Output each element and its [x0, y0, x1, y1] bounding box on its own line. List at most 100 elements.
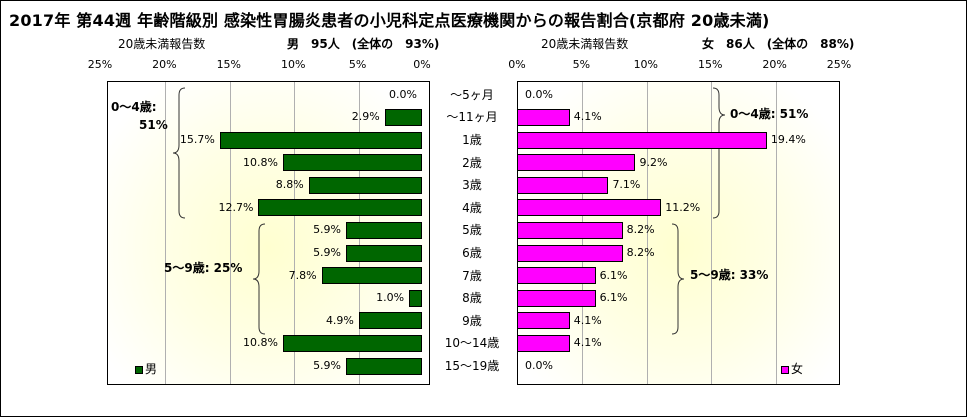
female-0-4-annotation: 0～4歳: 51% — [730, 107, 809, 121]
female-bar — [517, 244, 623, 262]
left-axis-tick: 15% — [216, 58, 242, 71]
male-legend-label: 男 — [145, 362, 158, 376]
category-label: 6歳 — [462, 246, 482, 260]
female-data-label: 6.1% — [599, 268, 628, 282]
left-gridline — [294, 82, 296, 384]
male-bar — [219, 131, 422, 149]
male-data-label: 12.7% — [218, 200, 254, 214]
male-data-label: 1.0% — [376, 291, 405, 305]
male-bar — [346, 244, 422, 262]
left-summary: 男 95人 (全体の 93%) — [287, 37, 440, 51]
right-caption: 20歳未満報告数 — [541, 37, 629, 51]
category-label: 3歳 — [462, 178, 482, 193]
female-data-label: 7.1% — [612, 178, 641, 192]
female-5-9-brace — [671, 223, 685, 335]
male-data-label: 10.8% — [242, 155, 278, 169]
male-data-label: 2.9% — [351, 110, 380, 124]
female-data-label: 4.1% — [573, 110, 602, 124]
left-axis-tick: 0% — [413, 58, 431, 71]
female-data-label: 4.1% — [573, 336, 602, 350]
female-data-label: 19.4% — [770, 133, 806, 146]
category-label: 8歳 — [462, 291, 482, 306]
right-gridline — [711, 82, 713, 384]
male-data-label: 7.8% — [288, 268, 317, 282]
female-legend-swatch — [781, 365, 789, 374]
right-gridline — [646, 82, 648, 384]
male-data-label: 4.9% — [325, 313, 354, 327]
female-legend: 女 — [781, 360, 803, 377]
male-bar — [282, 154, 422, 172]
female-0-4-brace — [712, 87, 726, 219]
category-label: 7歳 — [462, 268, 482, 283]
female-data-label: 6.1% — [599, 291, 628, 305]
male-5-9-annotation: 5～9歳: 25% — [164, 261, 243, 275]
female-data-label: 0.0% — [525, 359, 553, 372]
female-bar — [517, 334, 570, 352]
category-label: ～11ヶ月 — [446, 110, 498, 125]
female-data-label: 8.2% — [626, 246, 655, 259]
female-bar — [517, 312, 570, 330]
male-data-label: 0.0% — [389, 87, 417, 101]
right-axis-tick: 20% — [762, 58, 787, 71]
female-bar — [517, 221, 623, 239]
right-axis-tick: 0% — [508, 58, 526, 71]
male-bar — [321, 267, 422, 285]
chart-title: 2017年 第44週 年齢階級別 感染性胃腸炎患者の小児科定点医療機関からの報告… — [9, 11, 770, 30]
male-bar — [409, 289, 422, 307]
left-gridline — [165, 82, 167, 384]
category-label: 2歳 — [462, 155, 482, 170]
left-axis-tick: 10% — [280, 58, 306, 71]
category-label: 4歳 — [462, 200, 482, 215]
female-bar — [517, 199, 662, 217]
left-caption: 20歳未満報告数 — [118, 37, 206, 51]
female-bar — [517, 154, 636, 172]
category-label: ～5ヶ月 — [450, 87, 494, 102]
male-bar — [384, 108, 422, 126]
male-bar — [346, 221, 422, 239]
male-data-label: 15.7% — [179, 133, 215, 146]
right-axis-tick: 15% — [697, 58, 723, 71]
male-data-label: 5.9% — [313, 359, 342, 372]
female-5-9-annotation: 5～9歳: 33% — [690, 268, 769, 282]
female-data-label: 8.2% — [626, 223, 655, 237]
category-label: 15～19歳 — [444, 359, 500, 373]
category-label: 9歳 — [462, 313, 482, 328]
male-data-label: 5.9% — [313, 246, 342, 259]
category-label: 5歳 — [462, 223, 482, 238]
female-bar — [517, 267, 596, 285]
female-data-label: 9.2% — [639, 155, 668, 169]
female-bar — [517, 108, 570, 126]
female-legend-label: 女 — [791, 362, 804, 376]
right-gridline — [775, 82, 777, 384]
male-data-label: 5.9% — [313, 223, 342, 237]
category-label: 10～14歳 — [444, 336, 500, 351]
male-0-4-brace — [172, 87, 186, 219]
left-axis-tick: 25% — [87, 58, 113, 71]
right-axis-tick: 25% — [826, 58, 852, 71]
male-bar — [282, 334, 422, 352]
female-bar — [517, 176, 609, 194]
male-legend-swatch — [135, 365, 143, 374]
female-data-label: 0.0% — [525, 87, 553, 101]
male-bar — [258, 199, 422, 217]
right-summary: 女 86人 (全体の 88%) — [702, 37, 855, 51]
male-0-4-annotation-line1: 0～4歳: — [111, 100, 157, 114]
female-data-label: 11.2% — [665, 200, 701, 214]
male-bar — [346, 357, 422, 375]
category-label: 1歳 — [462, 133, 482, 147]
left-axis-tick: 5% — [348, 58, 367, 71]
male-0-4-annotation-line2: 51% — [139, 118, 168, 132]
right-axis-tick: 10% — [633, 58, 659, 71]
left-axis-tick: 20% — [152, 58, 177, 71]
right-axis-tick: 5% — [572, 58, 591, 71]
male-data-label: 10.8% — [242, 336, 278, 350]
female-bar — [517, 131, 767, 149]
left-gridline — [229, 82, 231, 384]
male-bar — [308, 176, 422, 194]
female-bar — [517, 289, 596, 307]
male-data-label: 8.8% — [275, 178, 304, 192]
male-legend: 男 — [135, 360, 157, 377]
female-data-label: 4.1% — [573, 313, 602, 327]
male-bar — [358, 312, 422, 330]
